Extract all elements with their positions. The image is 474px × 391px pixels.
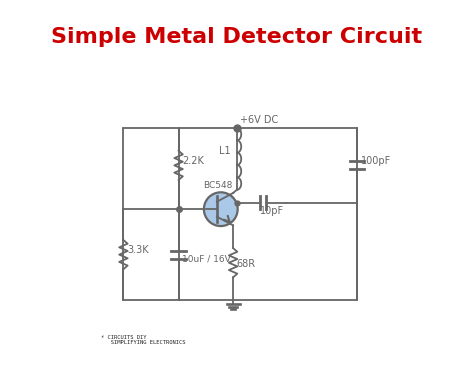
Text: +6V DC: +6V DC [239,115,278,125]
Text: 10pF: 10pF [260,206,284,216]
Circle shape [204,192,237,226]
Text: L1: L1 [219,146,231,156]
Text: 10uF / 16V: 10uF / 16V [182,255,231,264]
Text: 3.3K: 3.3K [128,245,149,255]
Text: ⚡ CIRCUITS DIY
   SIMPLIFYING ELECTRONICS: ⚡ CIRCUITS DIY SIMPLIFYING ELECTRONICS [100,335,185,346]
Text: Simple Metal Detector Circuit: Simple Metal Detector Circuit [52,27,422,47]
Text: 100pF: 100pF [361,156,391,166]
Text: 2.2K: 2.2K [182,156,204,166]
Text: 68R: 68R [237,258,255,269]
Text: BC548: BC548 [203,181,232,190]
